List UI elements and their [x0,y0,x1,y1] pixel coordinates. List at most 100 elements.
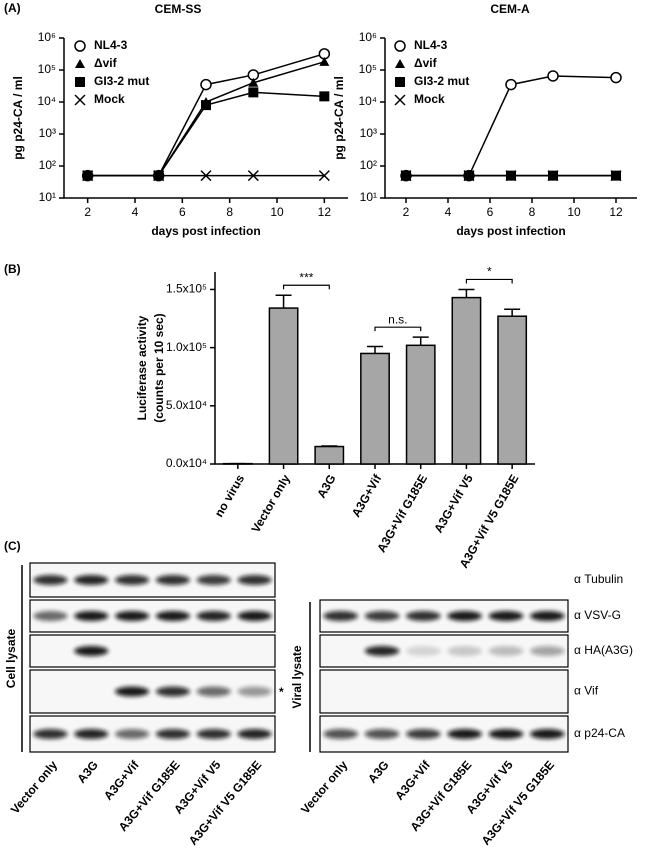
error-bar [458,288,475,298]
x-tick-label: Vector only [248,472,293,535]
lane-label: A3G+Vif [392,757,433,803]
lane-label: A3G+Vif V5 G185E [186,758,265,848]
blot-frame [29,599,276,633]
y-axis-label: (counts per 10 sec) [152,313,166,422]
blot-band [447,611,483,621]
y-tick-label: 10¹ [360,190,377,204]
blot-band [237,686,272,697]
blot-band [114,611,150,621]
data-point [401,170,411,181]
y-tick-label: 10⁴ [358,94,377,108]
row-label: α HA(A3G) [574,643,633,657]
x-tick-label: 2 [403,205,410,219]
blot-band [488,729,524,739]
x-tick-label: 2 [84,205,91,219]
legend-label: Mock [414,92,445,106]
data-point [248,77,259,87]
x-axis-label: days post infection [456,224,565,238]
error-bar [275,294,292,309]
lane-label: A3G [365,758,392,786]
blot-band [488,646,524,656]
blot-frame [319,669,569,714]
series-line [406,75,617,177]
blot-band [447,646,483,656]
data-point [201,100,211,111]
lane-label: Vector only [8,758,61,817]
data-point [319,56,330,66]
x-tick-label: A3G [314,472,338,500]
row-label: α p24-CA [574,726,625,740]
y-tick-label: 10² [39,158,56,172]
y-tick-label: 0.0x10⁴ [166,456,207,470]
legend-marker [394,40,406,52]
blot-frame [29,715,276,753]
blot-band [529,611,565,621]
data-point [505,78,517,91]
legend-label: GI3-2 mut [414,74,469,88]
x-tick-label: A3G+Vif [349,471,385,519]
data-point [153,170,164,181]
lane-label: A3G+Vif [101,757,142,803]
legend-label: NL4-3 [94,38,128,52]
data-point [248,87,259,98]
legend-marker [394,94,406,106]
band-marker: * [279,685,284,699]
panel-label: (B) [4,262,21,276]
blot-band [364,729,400,739]
bar [405,344,436,465]
blot-frame [319,634,569,668]
blot-band [196,729,231,739]
legend-marker [75,77,85,87]
data-point [611,170,621,181]
y-tick-label: 10⁶ [359,30,377,44]
x-tick-label: 8 [529,205,536,219]
blot-band [323,729,359,739]
error-bar [412,336,429,346]
legend-label: Mock [94,92,125,106]
blot-band [364,646,400,656]
blot-band [405,646,441,656]
data-point [318,170,330,182]
blot-band [237,729,272,739]
y-axis-label: pg p24-CA / ml [332,76,346,160]
lane-label: Vector only [298,758,351,817]
legend-marker [75,59,85,68]
blot-band [114,575,150,585]
blot-band [74,575,109,585]
legend-label: Δvif [94,56,118,70]
bar [314,445,345,465]
error-bar [321,445,338,447]
x-tick-label: 12 [609,205,623,219]
blot-band [74,646,109,656]
group-label: Viral lysate [290,645,304,708]
legend-label: Δvif [414,56,438,70]
data-point [247,170,259,182]
y-axis-label: pg p24-CA / ml [11,76,25,160]
y-tick-label: 10¹ [39,190,56,204]
x-tick-label: A3G+Vif V5 [431,472,476,535]
error-bar [367,345,383,354]
data-point [547,70,559,82]
x-tick-label: no virus [212,472,248,520]
y-tick-label: 10⁶ [38,30,56,44]
row-label: α Tubulin [574,572,623,586]
significance-label: *** [299,270,313,284]
blot-band [196,611,231,621]
blot-band [405,611,441,621]
y-tick-label: 10³ [39,126,56,140]
legend-marker [74,94,86,106]
bar [268,307,299,465]
blot-band [529,729,565,739]
row-label: α VSV-G [574,608,621,622]
legend-label: GI3-2 mut [94,74,149,88]
x-tick-label: 6 [487,205,494,219]
data-point [82,170,93,181]
y-tick-label: 10⁴ [37,94,56,108]
panel-label: (C) [4,539,21,553]
x-tick-label: A3G+Vif G185E [374,472,430,555]
blot-frame [319,715,569,753]
legend-marker [395,77,405,87]
blot-band [74,729,109,739]
x-tick-label: 12 [318,205,332,219]
